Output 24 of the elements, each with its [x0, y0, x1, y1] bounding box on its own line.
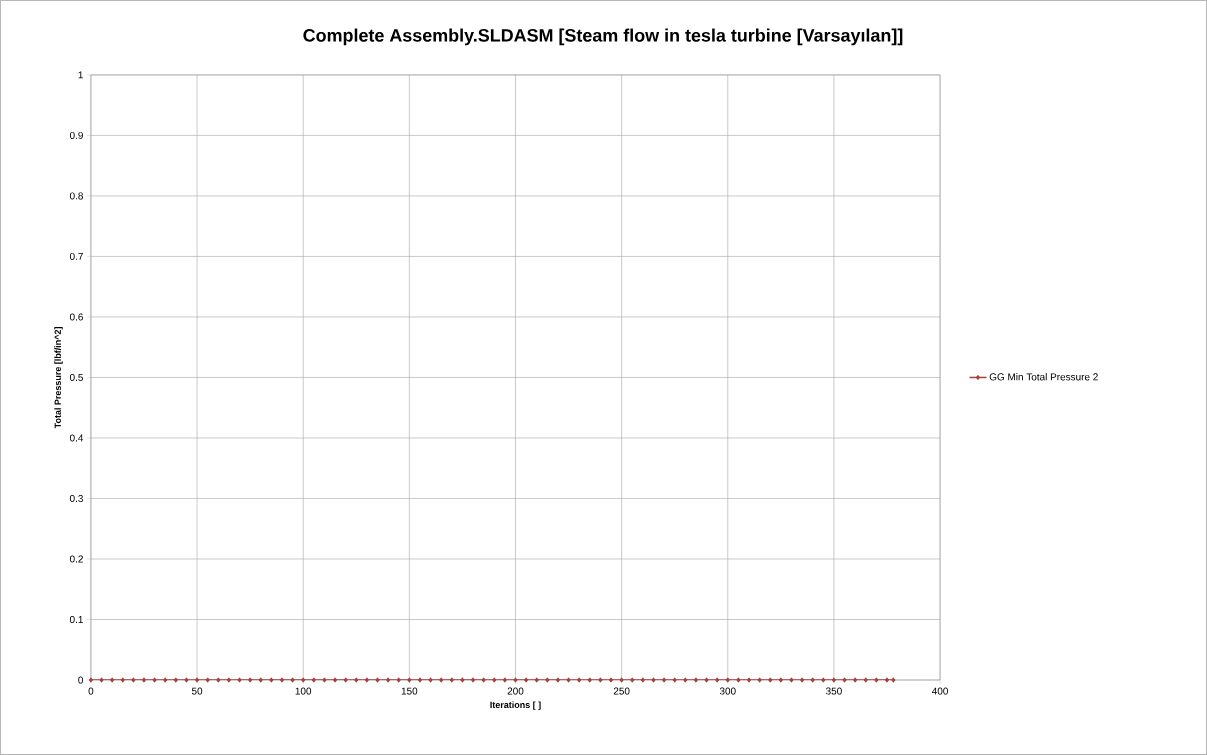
x-tick-label: 300 — [719, 687, 736, 695]
x-tick-label: 0 — [88, 687, 94, 695]
x-tick-label: 50 — [191, 687, 203, 695]
y-tick-label: 0.8 — [69, 192, 83, 200]
x-tick-label: 200 — [507, 687, 524, 695]
x-axis-title: Iterations [ ] — [490, 701, 541, 710]
x-tick-label: 100 — [295, 687, 312, 695]
x-tick-label: 150 — [401, 687, 418, 695]
legend-label: GG Min Total Pressure 2 — [989, 373, 1098, 381]
x-tick-label: 400 — [931, 687, 948, 695]
y-axis-title: Total Pressure [lbf/in^2] — [54, 327, 63, 429]
y-tick-label: 0.4 — [69, 434, 84, 442]
y-tick-label: 0.7 — [69, 252, 83, 260]
chart-title: Complete Assembly.SLDASM [Steam flow in tesla turbine [Varsayılan]] — [303, 28, 903, 46]
y-tick-label: 1 — [78, 71, 83, 79]
y-tick-label: 0 — [78, 676, 84, 684]
x-tick-label: 250 — [613, 687, 630, 695]
y-tick-label: 0.1 — [69, 616, 83, 624]
y-tick-label: 0.3 — [69, 494, 83, 503]
y-tick-label: 0.9 — [69, 131, 83, 139]
x-tick-label: 350 — [825, 687, 842, 695]
y-tick-label: 0.2 — [69, 555, 83, 563]
y-tick-label: 0.5 — [69, 373, 83, 382]
y-tick-label: 0.6 — [69, 313, 83, 321]
